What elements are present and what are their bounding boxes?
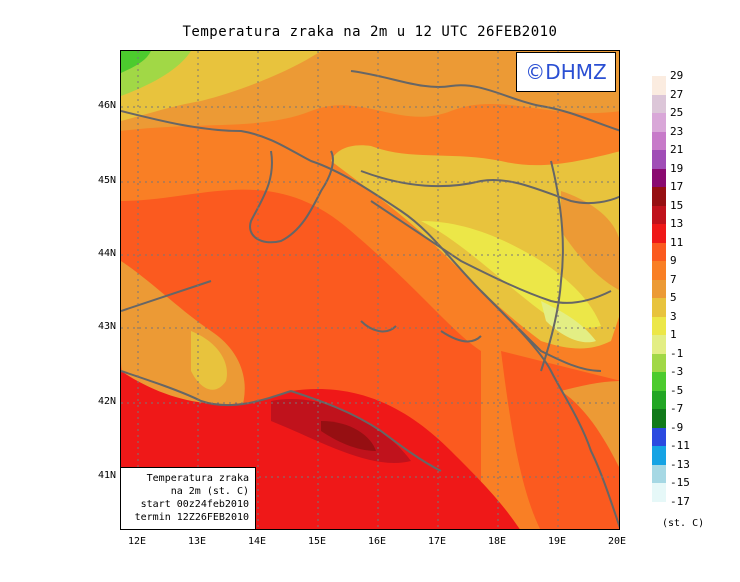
colorbar-tick-label: -7 [670, 402, 684, 415]
temperature-map[interactable] [120, 50, 620, 530]
colorbar-swatch [652, 168, 666, 187]
lon-label-19e: 19E [547, 536, 567, 547]
colorbar-tick-label: 19 [670, 161, 684, 175]
colorbar-tick-label: 25 [670, 106, 684, 119]
colorbar-tick-label: -9 [670, 420, 684, 434]
lon-label-20e: 20E [607, 536, 627, 547]
lon-label-12e: 12E [127, 536, 147, 547]
colorbar-tick-label: 7 [670, 272, 677, 286]
colorbar-tick-label: -1 [670, 346, 684, 360]
colorbar-swatch [652, 76, 666, 95]
colorbar-swatch [652, 279, 666, 298]
field-italy-hills [191, 331, 227, 390]
colorbar-tick-label: 21 [670, 143, 684, 156]
lat-label-43n: 43N [97, 321, 116, 332]
colorbar-swatch [652, 390, 666, 409]
field-south-hottest [321, 421, 376, 451]
colorbar-tick-label: 23 [670, 124, 684, 138]
colorbar-tick-label: 5 [670, 291, 677, 304]
colorbar-swatch [652, 409, 666, 428]
lon-label-17e: 17E [427, 536, 447, 547]
colorbar-tick-label: 13 [670, 217, 684, 230]
colorbar-swatch [652, 261, 666, 280]
colorbar-swatch [652, 187, 666, 206]
colorbar-swatch [652, 316, 666, 335]
lon-label-16e: 16E [367, 536, 387, 547]
field-alps-cold [121, 51, 151, 73]
lon-label-14e: 14E [247, 536, 267, 547]
colorbar-swatch [652, 353, 666, 372]
colorbar-swatch [652, 298, 666, 317]
field-southeast-high [561, 381, 619, 468]
colorbar-tick-label: 29 [670, 69, 684, 82]
info-box: Temperatura zraka na 2m (st. C) start 00… [120, 467, 256, 530]
lat-label-42n: 42N [97, 396, 116, 407]
colorbar-tick-label: -17 [670, 494, 690, 508]
colorbar-tick-label: -15 [670, 476, 690, 489]
colorbar [652, 76, 666, 502]
colorbar-swatch [652, 131, 666, 150]
colorbar-swatch [652, 427, 666, 446]
colorbar-tick-label: -11 [670, 439, 690, 452]
field-east [561, 191, 619, 290]
colorbar-swatch [652, 335, 666, 354]
colorbar-swatch [652, 205, 666, 224]
temperature-field [121, 51, 619, 529]
colorbar-swatch [652, 242, 666, 261]
info-line-2: na 2m (st. C) [170, 486, 249, 497]
lat-label-41n: 41N [97, 470, 116, 481]
colorbar-tick-label: -5 [670, 383, 684, 397]
colorbar-tick-label: 3 [670, 309, 677, 323]
colorbar-swatch [652, 224, 666, 243]
colorbar-tick-label: -13 [670, 457, 690, 471]
colorbar-swatch [652, 113, 666, 132]
colorbar-tick-label: 1 [670, 328, 677, 341]
info-line-3: start 00z24feb2010 [140, 499, 249, 510]
colorbar-tick-label: 9 [670, 254, 677, 267]
colorbar-tick-label: 11 [670, 235, 684, 249]
lon-label-13e: 13E [187, 536, 207, 547]
colorbar-swatch [652, 94, 666, 113]
colorbar-tick-label: 15 [670, 198, 684, 212]
dhmz-logo: ©DHMZ [516, 52, 616, 92]
field-mountain-top [541, 301, 596, 343]
colorbar-swatch [652, 446, 666, 465]
colorbar-tick-label: -3 [670, 365, 684, 378]
info-line-1: Temperatura zraka [146, 473, 249, 484]
lat-label-44n: 44N [97, 248, 116, 259]
lon-label-18e: 18E [487, 536, 507, 547]
lat-label-45n: 45N [97, 175, 116, 186]
info-line-4: termin 12Z26FEB2010 [134, 512, 249, 523]
colorbar-swatch [652, 150, 666, 169]
colorbar-swatch [652, 372, 666, 391]
colorbar-tick-label: 27 [670, 87, 684, 101]
colorbar-swatch [652, 483, 666, 502]
colorbar-tick-label: 17 [670, 180, 684, 193]
grid [121, 51, 619, 529]
lon-label-15e: 15E [307, 536, 327, 547]
borders [350, 70, 619, 372]
colorbar-swatch [652, 464, 666, 483]
lat-label-46n: 46N [97, 100, 116, 111]
colorbar-unit: (st. C) [662, 518, 705, 529]
map-title: Temperatura zraka na 2m u 12 UTC 26FEB20… [182, 24, 558, 40]
